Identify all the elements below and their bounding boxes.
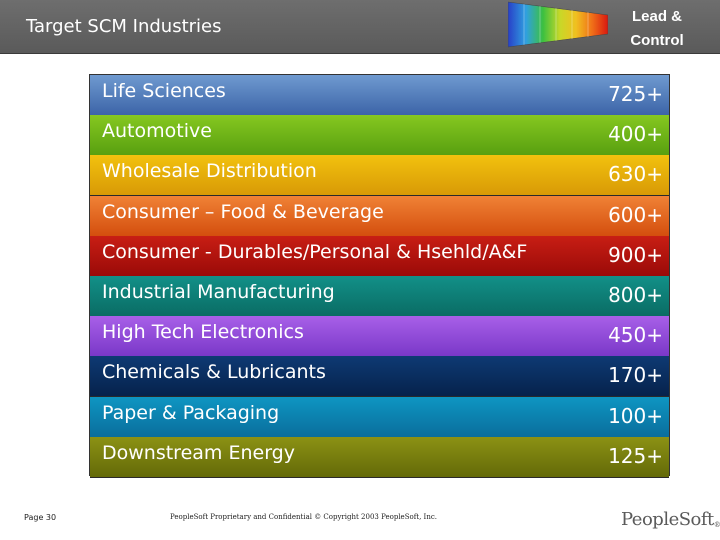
industry-count: 600+ [608,202,663,227]
industry-count: 725+ [608,82,663,106]
industry-name: Consumer – Food & Beverage [102,200,384,223]
industry-count: 630+ [608,162,663,187]
lead-control-badge: Lead & Control [622,5,692,53]
industry-count: 400+ [608,122,663,147]
slide-title: Target SCM Industries [26,16,222,37]
lead-control-line-2: Control [630,32,684,49]
industry-name: Chemicals & Lubricants [102,361,326,384]
industry-row: Chemicals & Lubricants 170+ [90,356,669,398]
industry-row: Automotive 400+ [90,115,669,157]
industry-name: Life Sciences [102,80,226,102]
logo-text: PeopleSoft [621,509,714,530]
industry-name: Wholesale Distribution [102,160,317,183]
industry-row: Consumer – Food & Beverage 600+ [90,195,669,237]
industry-row: Industrial Manufacturing 800+ [90,276,669,317]
industry-row: Wholesale Distribution 630+ [90,155,669,197]
industry-name: Industrial Manufacturing [102,281,335,303]
industry-name: Consumer - Durables/Personal & Hsehld/A&… [102,240,528,263]
industry-table: Life Sciences 725+ Automotive 400+ Wholesale… [89,74,670,478]
slide-header: Target SCM Industries Lead & Control [0,0,720,54]
industry-count: 100+ [608,403,663,428]
industry-count: 900+ [608,242,663,267]
industry-row: Downstream Energy 125+ [90,436,669,478]
industry-name: Paper & Packaging [102,401,280,424]
industry-count: 125+ [608,443,663,468]
industry-name: High Tech Electronics [102,321,304,344]
industry-row: Paper & Packaging 100+ [90,396,669,438]
page-number: Page 30 [24,513,57,522]
peoplesoft-logo: PeopleSoft® [621,509,720,530]
lead-control-line-1: Lead & [631,8,682,25]
registered-mark: ® [713,521,720,529]
industry-name: Downstream Energy [102,441,295,464]
industry-count: 450+ [608,323,663,348]
industry-count: 170+ [608,363,663,388]
industry-row: High Tech Electronics 450+ [90,316,669,358]
industry-row: Life Sciences 725+ [90,75,669,116]
copyright-notice: PeopleSoft Proprietary and Confidential … [170,513,437,521]
funnel-graphic [508,1,608,48]
industry-count: 800+ [608,283,663,307]
industry-name: Automotive [102,120,212,143]
industry-row: Consumer - Durables/Personal & Hsehld/A&… [90,235,669,277]
